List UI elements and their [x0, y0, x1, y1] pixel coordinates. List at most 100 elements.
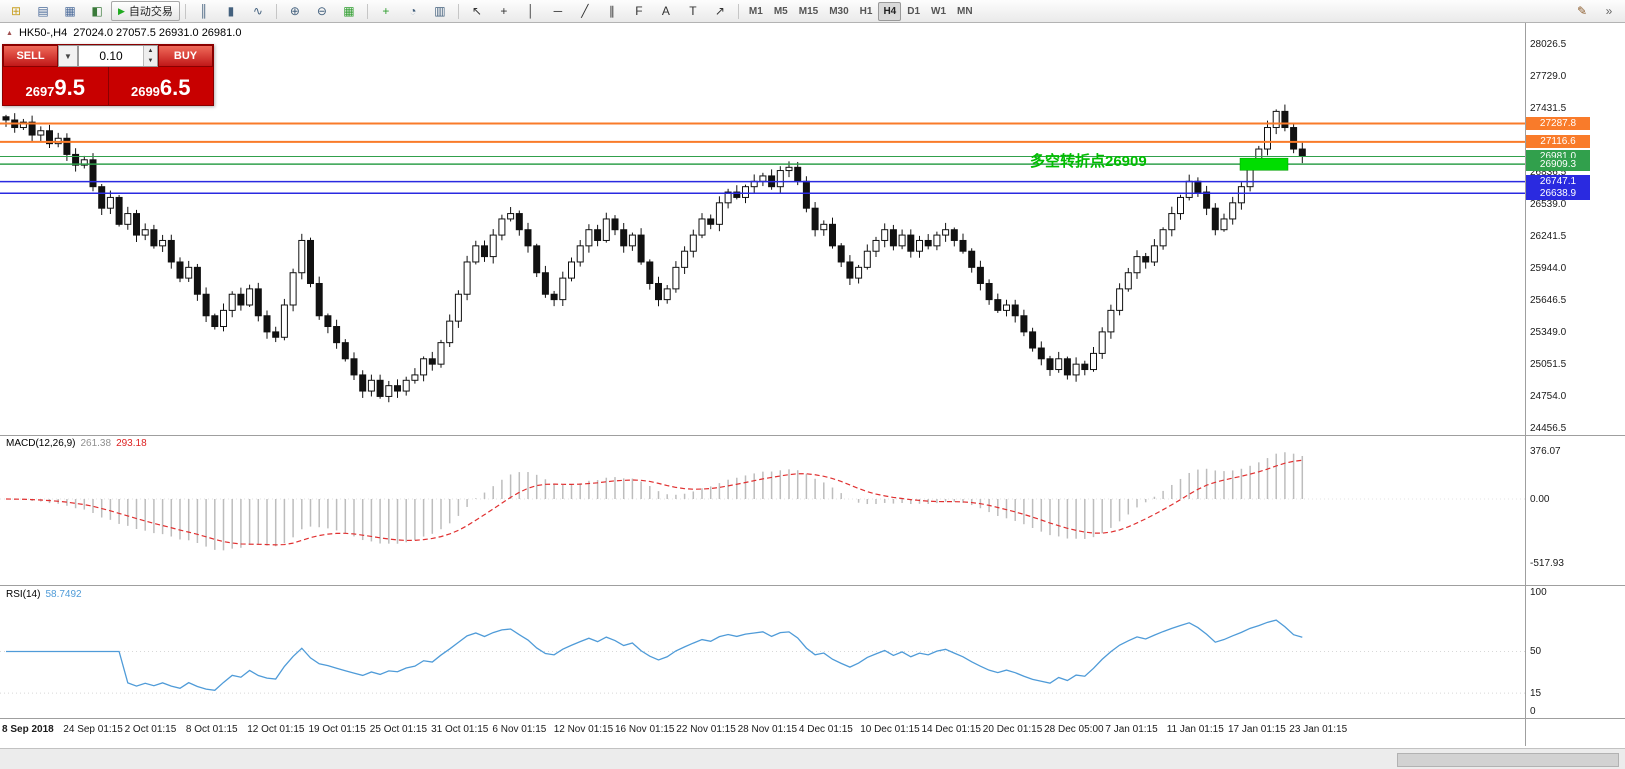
- bar-chart-button[interactable]: ║: [191, 1, 217, 21]
- timeframe-h1-button[interactable]: H1: [859, 5, 873, 17]
- timeframe-m1-button[interactable]: M1: [748, 5, 763, 17]
- periods-icon: ◔: [409, 4, 417, 18]
- time-axis-label: 12 Nov 01:15: [553, 724, 614, 735]
- timeframe-d1-button[interactable]: D1: [907, 5, 921, 17]
- timeframe-m5-button[interactable]: M5: [773, 5, 788, 17]
- time-axis-label: 22 Nov 01:15: [676, 724, 736, 735]
- candlestick-chart-button[interactable]: ▮: [218, 1, 244, 21]
- bar-chart-icon: ║: [199, 4, 209, 18]
- text-button[interactable]: A: [653, 1, 679, 21]
- price-axis-label: 28026.5: [1530, 38, 1567, 50]
- templates-icon: ▥: [434, 4, 446, 18]
- main-toolbar: ⊞ ▤ ▦ ◧ ▶ 自动交易 ║ ▮ ∿ ⊕ ⊖ ▦ + ◔ ▥ ↖ + │ ─ ╱ ∥ F A T ↗ M1 M5 M15 M30 H1…: [0, 0, 1625, 23]
- buy-button[interactable]: BUY: [158, 45, 213, 67]
- horizontal-line-button[interactable]: ─: [545, 1, 571, 21]
- time-axis-label: 25 Oct 01:15: [369, 724, 428, 735]
- trade-panel-controls: SELL ▼ ▲ ▼ BUY: [3, 45, 213, 67]
- macd-value-signal: 293.18: [116, 438, 147, 449]
- navigator-button[interactable]: ◧: [84, 1, 110, 21]
- arrows-icon: ↗: [714, 4, 725, 18]
- price-line-badge: 26747.1: [1526, 175, 1590, 189]
- market-watch-button[interactable]: ▤: [30, 1, 56, 21]
- price-axis-border: [1525, 22, 1526, 746]
- vertical-line-button[interactable]: │: [518, 1, 544, 21]
- timeframe-m15-button[interactable]: M15: [798, 5, 819, 17]
- zoom-in-button[interactable]: ⊕: [282, 1, 308, 21]
- volume-increase-button[interactable]: ▲: [144, 46, 157, 56]
- price-axis-label: 25349.0: [1530, 326, 1567, 338]
- price-axis-label: 27729.0: [1530, 70, 1567, 82]
- horizontal-scrollbar[interactable]: [0, 748, 1625, 769]
- price-line-badge: 26638.9: [1526, 186, 1590, 200]
- zoom-in-icon: ⊕: [289, 4, 300, 18]
- time-axis-label: 16 Nov 01:15: [615, 724, 675, 735]
- sell-price[interactable]: 2697 9.5: [3, 67, 109, 105]
- tile-windows-button[interactable]: ▦: [336, 1, 362, 21]
- rsi-axis-label: 0: [1530, 705, 1536, 717]
- volume-input[interactable]: [79, 46, 143, 66]
- styles-icon: ✎: [1576, 4, 1588, 18]
- macd-pane-separator[interactable]: [0, 435, 1625, 436]
- trade-panel-prices: 2697 9.5 2699 6.5: [3, 67, 213, 105]
- templates-button[interactable]: ▥: [427, 1, 453, 21]
- sell-button[interactable]: SELL: [3, 45, 58, 67]
- zoom-out-button[interactable]: ⊖: [309, 1, 335, 21]
- time-axis-label: 31 Oct 01:15: [431, 724, 489, 735]
- indicators-button[interactable]: +: [373, 1, 399, 21]
- time-axis-label: 8 Sep 2018: [2, 724, 54, 735]
- time-axis-label: 24 Sep 01:15: [63, 724, 123, 735]
- volume-steppers: ▲ ▼: [143, 46, 157, 66]
- macd-indicator-label: MACD(12,26,9) 261.38 293.18: [6, 438, 147, 449]
- crosshair-icon: +: [500, 4, 508, 18]
- rsi-pane-separator[interactable]: [0, 585, 1625, 586]
- time-axis-label: 23 Jan 01:15: [1289, 724, 1348, 735]
- price-axis-label: 24456.5: [1530, 422, 1567, 434]
- time-axis-label: 17 Jan 01:15: [1228, 724, 1286, 735]
- indicators-icon: +: [382, 4, 390, 18]
- styles-button[interactable]: ✎: [1569, 1, 1595, 21]
- buy-price[interactable]: 2699 6.5: [109, 67, 214, 105]
- scrollbar-thumb[interactable]: [1397, 753, 1619, 767]
- price-line-badge: 26909.3: [1526, 157, 1590, 171]
- volume-decrease-button[interactable]: ▼: [144, 56, 157, 66]
- channel-button[interactable]: ∥: [599, 1, 625, 21]
- volume-dropdown[interactable]: ▼: [58, 45, 78, 67]
- timeframe-mn-button[interactable]: MN: [957, 5, 973, 17]
- macd-axis-label: -517.93: [1530, 558, 1564, 570]
- toolbar-separator: [366, 3, 368, 19]
- navigator-icon: ◧: [91, 4, 103, 18]
- tile-windows-icon: ▦: [343, 4, 355, 18]
- price-axis-label: 26539.0: [1530, 198, 1567, 210]
- time-axis-label: 28 Nov 01:15: [737, 724, 798, 735]
- time-axis-label: 11 Jan 01:15: [1166, 724, 1224, 735]
- periods-button[interactable]: ◔: [400, 1, 426, 21]
- label-icon: T: [689, 4, 697, 18]
- time-axis-label: 4 Dec 01:15: [798, 724, 853, 735]
- volume-box: ▲ ▼: [78, 45, 158, 67]
- arrows-button[interactable]: ↗: [707, 1, 733, 21]
- macd-value-main: 261.38: [80, 438, 112, 449]
- new-order-button[interactable]: ⊞: [3, 1, 29, 21]
- label-button[interactable]: T: [680, 1, 706, 21]
- trendline-button[interactable]: ╱: [572, 1, 598, 21]
- price-axis-label: 25944.0: [1530, 262, 1567, 274]
- timeframe-h4-button[interactable]: H4: [878, 1, 902, 21]
- timeframe-w1-button[interactable]: W1: [931, 5, 947, 17]
- cursor-button[interactable]: ↖: [464, 1, 490, 21]
- zoom-out-icon: ⊖: [316, 4, 327, 18]
- toolbar-overflow-button[interactable]: »: [1596, 1, 1622, 21]
- crosshair-button[interactable]: +: [491, 1, 517, 21]
- data-window-button[interactable]: ▦: [57, 1, 83, 21]
- autotrading-button[interactable]: ▶ 自动交易: [111, 1, 180, 21]
- time-axis-label: 2 Oct 01:15: [124, 724, 177, 735]
- channel-icon: ∥: [608, 4, 615, 18]
- timeframe-m30-button[interactable]: M30: [829, 5, 849, 17]
- text-icon: A: [661, 4, 670, 18]
- line-chart-button[interactable]: ∿: [245, 1, 271, 21]
- time-axis-label: 10 Dec 01:15: [860, 724, 920, 735]
- time-axis-label: 8 Oct 01:15: [185, 724, 238, 735]
- sell-price-small: 2697: [25, 84, 55, 99]
- fibonacci-button[interactable]: F: [626, 1, 652, 21]
- toolbar-separator: [737, 3, 739, 19]
